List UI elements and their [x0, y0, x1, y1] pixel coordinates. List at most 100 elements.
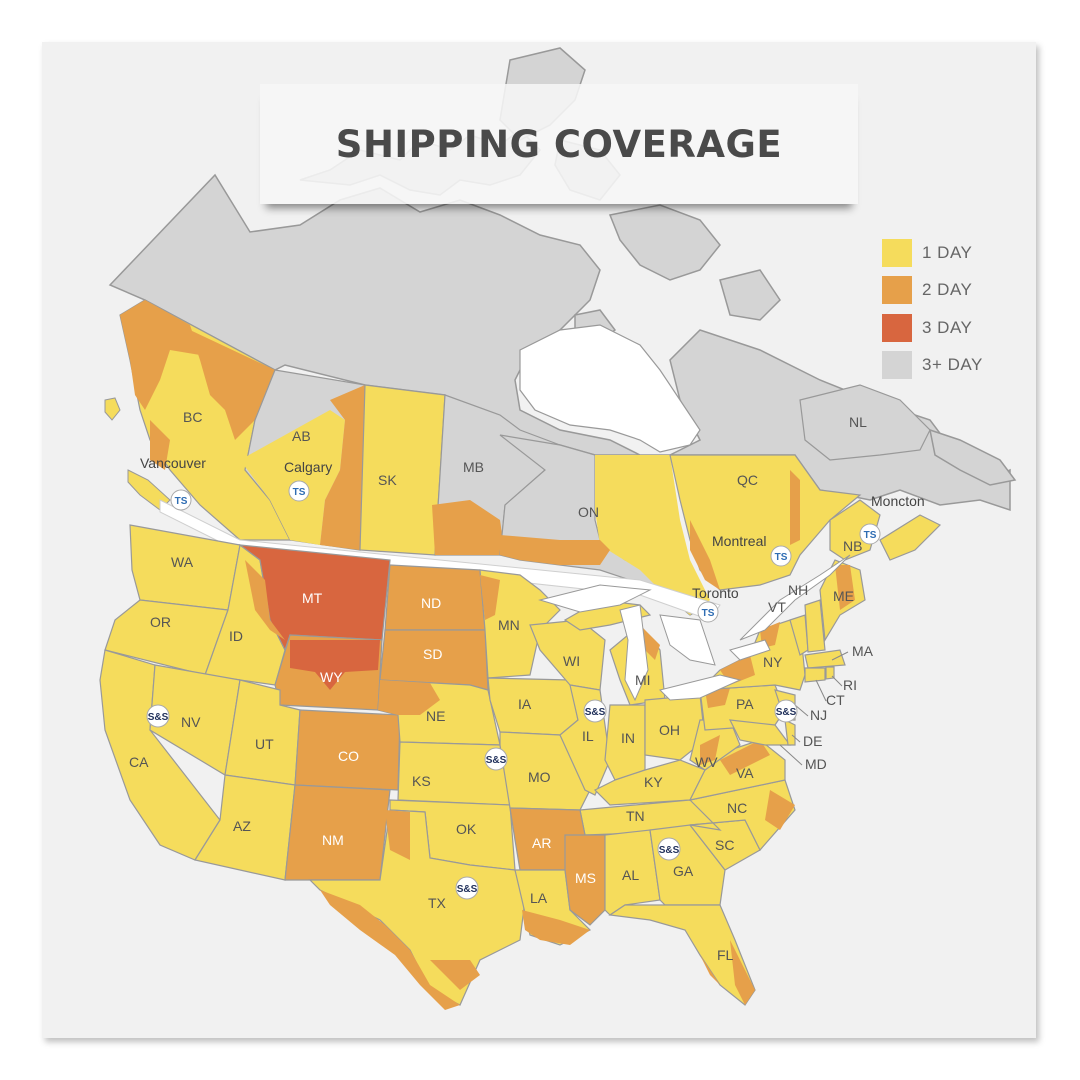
svg-text:Vancouver: Vancouver: [140, 455, 206, 471]
legend-label: 1 DAY: [922, 242, 973, 262]
legend-label: 2 DAY: [922, 280, 973, 300]
state-ne-2day: [378, 680, 440, 715]
state-ky: [593, 759, 706, 806]
svg-text:UT: UT: [255, 736, 274, 752]
legend-swatch-2day: [882, 276, 912, 305]
svg-text:SC: SC: [715, 837, 734, 853]
state-va-2day: [720, 740, 770, 775]
svg-text:S&S: S&S: [486, 755, 507, 766]
ss-marker-nj: S&S: [774, 699, 798, 723]
svg-text:QC: QC: [737, 472, 758, 488]
title-banner: SHIPPING COVERAGE: [260, 84, 858, 204]
city-labels: Vancouver Calgary Toronto Montreal Monct…: [140, 455, 925, 601]
svg-text:AR: AR: [532, 835, 551, 851]
hudson-bay: [519, 324, 701, 453]
st-lawrence: [739, 554, 851, 641]
state-la-2day: [522, 910, 590, 945]
svg-text:KY: KY: [644, 774, 663, 790]
svg-text:AZ: AZ: [233, 818, 251, 834]
svg-text:DE: DE: [803, 733, 822, 749]
svg-text:RI: RI: [843, 677, 857, 693]
state-mn-2day: [480, 575, 500, 620]
svg-text:MI: MI: [635, 672, 651, 688]
state-tx-2day: [320, 810, 480, 1010]
svg-text:MT: MT: [302, 590, 323, 606]
svg-text:MD: MD: [805, 756, 827, 772]
legend-item-3day: 3 DAY: [882, 309, 983, 347]
great-lakes: [538, 584, 771, 702]
state-nc-2day: [765, 790, 795, 830]
svg-text:VT: VT: [768, 599, 786, 615]
svg-text:Moncton: Moncton: [871, 493, 925, 509]
svg-text:CT: CT: [826, 692, 845, 708]
svg-text:TS: TS: [293, 487, 306, 498]
state-mt-2day: [245, 560, 285, 640]
region-on-1day: [595, 455, 710, 615]
svg-text:PA: PA: [736, 696, 754, 712]
svg-text:S&S: S&S: [659, 845, 680, 856]
svg-text:NB: NB: [843, 538, 862, 554]
svg-text:S&S: S&S: [585, 707, 606, 718]
legend: 1 DAY 2 DAY 3 DAY 3+ DAY: [882, 234, 983, 384]
region-bc-2day: [120, 300, 275, 470]
ts-marker-toronto: TS: [697, 601, 719, 623]
region-on-2day: [500, 535, 610, 565]
region-sk: [359, 384, 446, 556]
svg-text:FL: FL: [717, 947, 734, 963]
svg-text:NC: NC: [727, 800, 747, 816]
state-ny-2day: [720, 622, 780, 685]
svg-text:BC: BC: [183, 409, 202, 425]
state-nh: [804, 599, 826, 653]
svg-text:ND: ND: [421, 595, 441, 611]
svg-text:LA: LA: [530, 890, 548, 906]
state-ma: [804, 649, 846, 669]
state-ia: [487, 677, 579, 736]
state-me-2day: [835, 565, 855, 610]
ss-marker-ks: S&S: [484, 747, 508, 771]
svg-text:S&S: S&S: [148, 712, 169, 723]
ts-marker-vancouver: TS: [170, 489, 192, 511]
svg-text:NL: NL: [849, 414, 867, 430]
state-md: [728, 719, 792, 746]
ss-marker-ga: S&S: [657, 837, 681, 861]
svg-text:NM: NM: [322, 832, 344, 848]
svg-text:Calgary: Calgary: [284, 459, 332, 475]
legend-item-3plus-day: 3+ DAY: [882, 347, 983, 385]
svg-text:ON: ON: [578, 504, 599, 520]
legend-swatch-3day: [882, 313, 912, 342]
region-labels: BC AB SK MB ON QC NB NL WA OR CA ID NV M…: [129, 409, 874, 963]
map-title: SHIPPING COVERAGE: [335, 122, 783, 166]
svg-text:TX: TX: [428, 895, 447, 911]
region-nl: [799, 384, 931, 461]
svg-text:TS: TS: [775, 552, 788, 563]
ss-marker-il: S&S: [583, 699, 607, 723]
svg-text:TS: TS: [702, 608, 715, 619]
state-or: [104, 599, 229, 676]
svg-text:IA: IA: [518, 696, 532, 712]
svg-text:WY: WY: [320, 669, 343, 685]
svg-text:VA: VA: [736, 765, 754, 781]
state-mi-2day: [640, 625, 660, 660]
svg-text:S&S: S&S: [457, 884, 478, 895]
svg-text:AB: AB: [292, 428, 311, 444]
ss-markers: S&S S&S S&S S&S S&S S&S: [146, 699, 798, 900]
svg-text:MA: MA: [852, 643, 874, 659]
region-ab-2day: [320, 385, 365, 550]
svg-text:WI: WI: [563, 653, 580, 669]
svg-text:ME: ME: [833, 588, 854, 604]
svg-text:NV: NV: [181, 714, 201, 730]
svg-text:TS: TS: [864, 530, 877, 541]
svg-text:MN: MN: [498, 617, 520, 633]
svg-text:NE: NE: [426, 708, 445, 724]
svg-text:S&S: S&S: [776, 707, 797, 718]
svg-text:MO: MO: [528, 769, 551, 785]
legend-label: 3 DAY: [922, 317, 973, 337]
svg-text:MB: MB: [463, 459, 484, 475]
svg-text:OK: OK: [456, 821, 477, 837]
svg-text:GA: GA: [673, 863, 694, 879]
svg-text:AL: AL: [622, 867, 639, 883]
svg-text:TN: TN: [626, 808, 645, 824]
legend-swatch-1day: [882, 238, 912, 267]
label-leaders: [779, 651, 849, 766]
svg-text:NJ: NJ: [810, 707, 827, 723]
